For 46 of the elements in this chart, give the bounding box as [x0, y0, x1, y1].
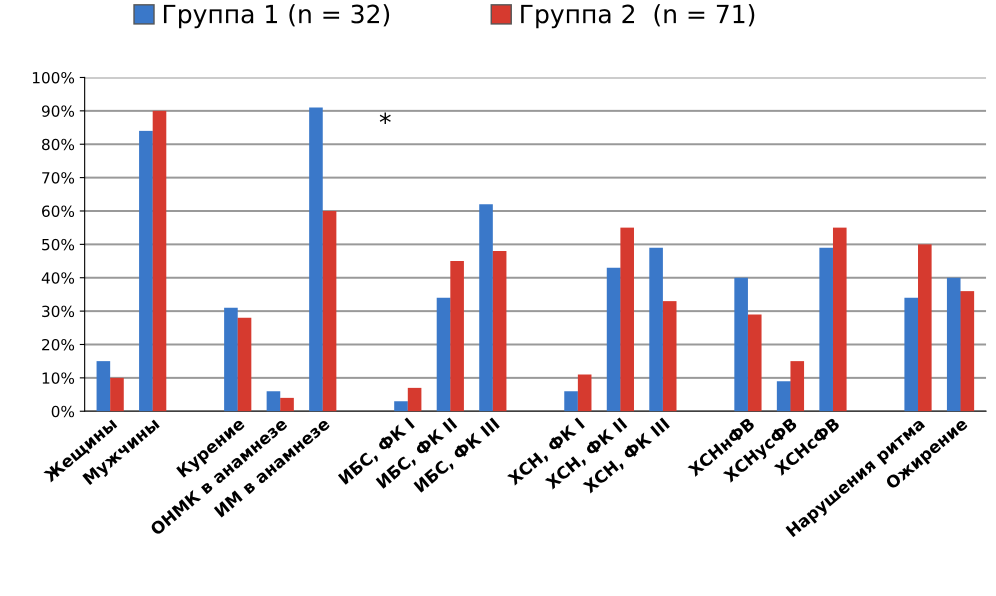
bar [946, 278, 961, 412]
bar [960, 291, 974, 412]
bar [309, 108, 323, 412]
bar [394, 401, 408, 412]
bar [918, 244, 932, 412]
bar [819, 248, 833, 412]
y-tick-label: 60% [42, 205, 74, 218]
bar [492, 251, 506, 412]
bar [649, 248, 663, 412]
bar [620, 228, 634, 412]
y-tick-label: 20% [42, 338, 74, 351]
bar [152, 110, 166, 412]
y-tick-label: 50% [42, 238, 74, 250]
bar [408, 388, 422, 412]
y-tick-label: 80% [42, 138, 74, 150]
y-tick-label: 70% [42, 172, 74, 184]
bar [280, 398, 294, 412]
legend-label: Группа 2 (n = 71) [521, 4, 754, 28]
bar [776, 381, 790, 412]
bar [139, 130, 153, 412]
y-tick-label: 0% [52, 406, 74, 418]
bar [322, 210, 336, 412]
bar [450, 261, 464, 412]
y-tick-label: 40% [42, 272, 74, 284]
y-tick-label: 30% [42, 306, 74, 318]
bar [578, 374, 592, 412]
bar [96, 361, 110, 412]
bar [606, 268, 620, 412]
bar [832, 228, 847, 412]
bar [734, 278, 748, 412]
bar [110, 378, 124, 412]
bar [748, 314, 762, 412]
bar [224, 308, 238, 412]
bar [266, 391, 280, 412]
bar [790, 361, 804, 412]
legend-label: Группа 1 (n = 32) [164, 4, 390, 28]
bar [904, 298, 918, 412]
bar [436, 298, 450, 412]
y-tick-label: 90% [42, 105, 74, 117]
annotation: * [380, 112, 391, 124]
bar [238, 318, 252, 412]
y-tick-label: 100% [32, 72, 74, 84]
y-tick-label: 10% [42, 372, 74, 384]
bar [564, 391, 578, 412]
bar [662, 301, 677, 412]
bar [479, 204, 493, 412]
